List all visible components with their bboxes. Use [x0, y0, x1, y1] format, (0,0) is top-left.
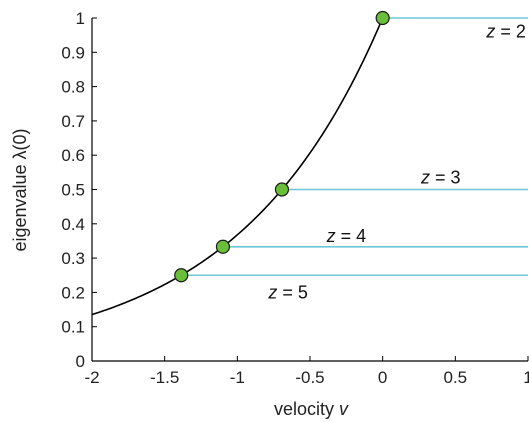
- level-annotation: z = 5: [267, 282, 308, 302]
- y-tick-label: 0.2: [61, 283, 85, 302]
- y-tick-label: 0.6: [61, 146, 85, 165]
- y-tick-label: 0.8: [61, 78, 85, 97]
- y-tick-label: 0.3: [61, 249, 85, 268]
- y-tick-label: 1: [76, 9, 85, 28]
- level-annotation-symbol: z: [267, 282, 277, 302]
- level-annotation-value: = 4: [336, 226, 367, 246]
- x-tick-label: -0.5: [295, 368, 324, 387]
- data-point: [375, 10, 390, 26]
- eigenvalue-curve: [91, 17, 384, 316]
- level-annotation: z = 2: [485, 22, 526, 42]
- y-axis-title: eigenvalue λ(0): [10, 128, 30, 251]
- curve-path: [91, 17, 384, 316]
- x-axis-symbol: v: [339, 399, 349, 419]
- level-annotation-symbol: z: [420, 167, 430, 187]
- x-tick-label: 0: [378, 368, 387, 387]
- level-annotation-value: = 2: [495, 22, 526, 42]
- data-point: [215, 239, 231, 254]
- x-tick-label: 0.5: [444, 368, 468, 387]
- level-annotation-symbol: z: [485, 22, 495, 42]
- y-tick-label: 0.5: [61, 181, 85, 200]
- level-annotation-value: = 5: [277, 282, 308, 302]
- axes: -2 -1.5 -1 -0.5 0 0.5 1 0 0.1 0.2 0.3 0.4 0.5 0.6 0.7 0…: [61, 9, 529, 387]
- y-tick-label: 0.1: [61, 318, 85, 337]
- y-tick-label: 0.7: [61, 112, 85, 131]
- y-tick-label: 0.9: [61, 43, 85, 62]
- x-axis-title: velocity v: [274, 399, 349, 419]
- x-tick-label: 1: [523, 368, 529, 387]
- y-tick-label: 0: [76, 352, 85, 371]
- x-tick-label: -1: [230, 368, 245, 387]
- x-axis-label: velocity: [274, 399, 334, 419]
- level-annotation: z = 3: [420, 167, 461, 187]
- level-annotation-symbol: z: [326, 226, 336, 246]
- y-tick-label: 0.4: [61, 215, 85, 234]
- data-points: [174, 10, 390, 283]
- level-annotations: z = 2z = 3z = 4z = 5: [267, 22, 526, 303]
- level-annotation-value: = 3: [430, 167, 461, 187]
- x-tick-label: -2: [84, 368, 99, 387]
- data-point: [174, 268, 189, 283]
- level-annotation: z = 4: [326, 226, 367, 246]
- x-tick-label: -1.5: [150, 368, 179, 387]
- level-lines: [181, 17, 528, 277]
- data-point: [274, 182, 290, 197]
